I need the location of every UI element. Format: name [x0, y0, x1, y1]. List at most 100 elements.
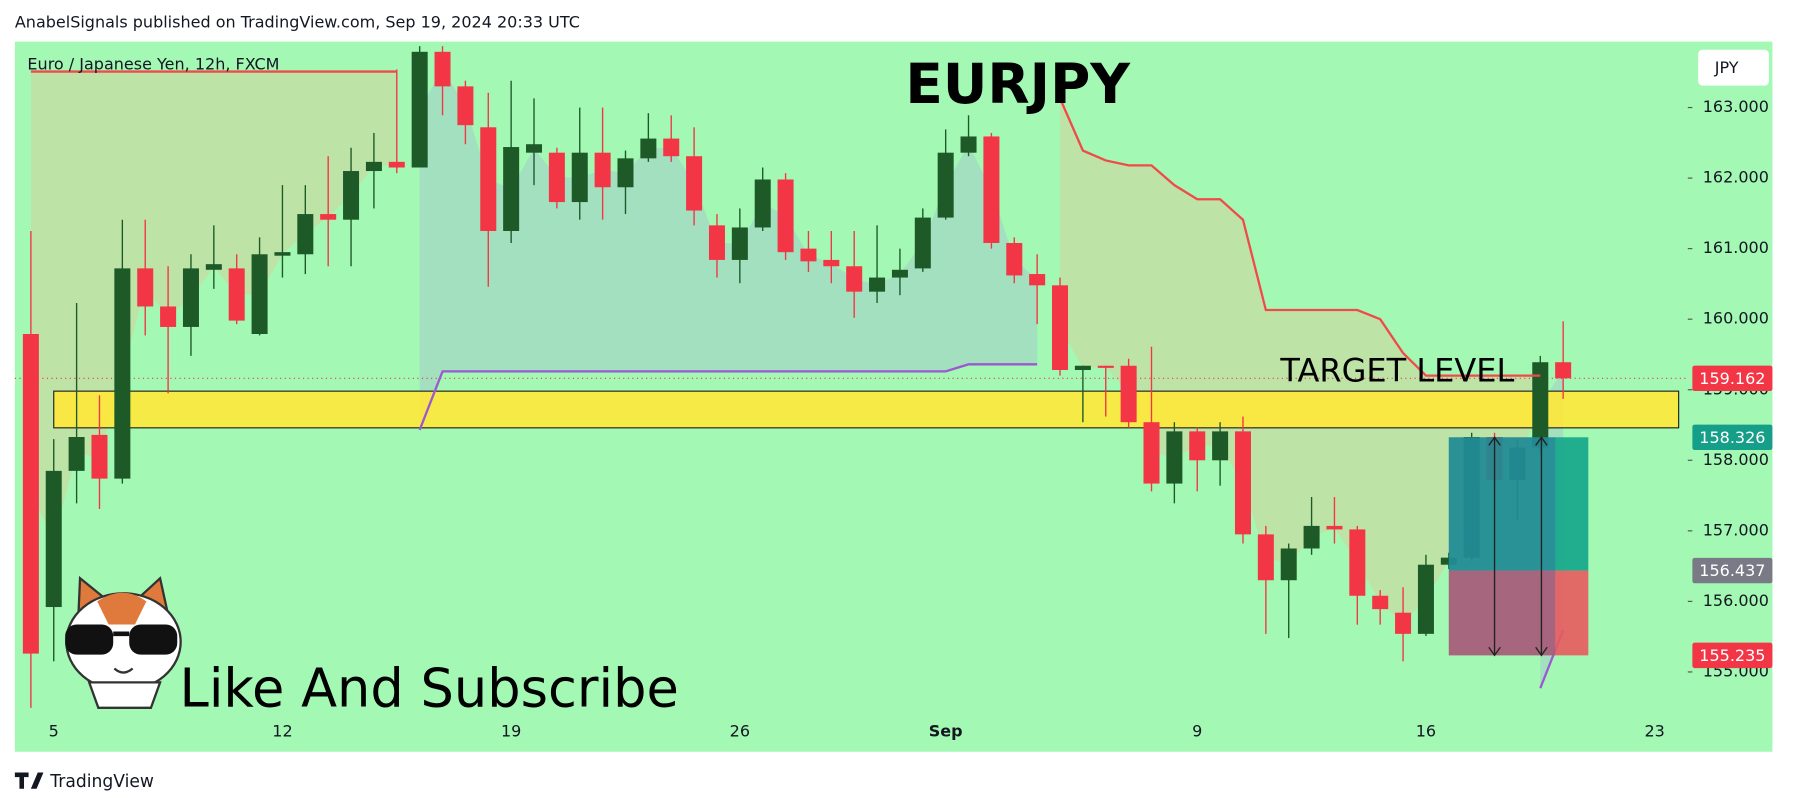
currency-box[interactable] — [1698, 49, 1769, 86]
candle-body — [1349, 529, 1366, 596]
candle-body — [388, 161, 405, 168]
candle-body — [777, 179, 794, 253]
candle-body — [1029, 274, 1046, 286]
y-tick-label: 156.000 — [1703, 591, 1769, 610]
y-tick-label: 162.000 — [1703, 168, 1769, 187]
candle-body — [22, 334, 39, 654]
target-price-label-box — [1692, 424, 1773, 451]
target-zone — [53, 390, 1680, 429]
candle-body — [686, 156, 703, 211]
candle-body — [91, 434, 108, 479]
candle-body — [1257, 534, 1274, 581]
x-tick-label: 16 — [1416, 722, 1436, 741]
candle-body — [45, 470, 62, 608]
header: AnabelSignals published on TradingView.c… — [15, 13, 580, 32]
candle-body — [731, 227, 748, 260]
cta-annotation: Like And Subscribe — [180, 658, 679, 719]
candle-body — [1074, 365, 1091, 370]
entry-price-label: 156.437 — [1699, 561, 1765, 580]
candle-body — [114, 268, 131, 479]
x-tick-label: Sep — [929, 722, 963, 741]
x-tick-label: 23 — [1644, 722, 1664, 741]
last-price-label-box — [1692, 365, 1773, 392]
candle-body — [205, 264, 222, 270]
candle-body — [1120, 365, 1137, 423]
candle-body — [274, 252, 291, 256]
arrow-head — [1488, 646, 1501, 657]
target-price-label: 158.326 — [1699, 428, 1765, 447]
candle-body — [754, 179, 771, 228]
y-tick-label: 160.000 — [1703, 309, 1769, 328]
candle-body — [869, 277, 886, 292]
candle-body — [983, 136, 1000, 243]
x-tick-label: 9 — [1192, 722, 1202, 741]
footer: TradingView — [49, 772, 154, 792]
candle-body — [823, 259, 840, 267]
y-tick-label: 161.000 — [1703, 238, 1769, 257]
candle-body — [503, 147, 520, 231]
position-projection — [1448, 437, 1556, 656]
candle-body — [708, 225, 725, 260]
candle-body — [960, 136, 977, 153]
y-tick-label: 157.000 — [1703, 520, 1769, 539]
x-tick-label: 12 — [272, 722, 292, 741]
candle-body — [640, 138, 657, 159]
arrow-head — [1535, 436, 1548, 446]
stop-price-label: 155.235 — [1699, 646, 1765, 665]
candle-body — [891, 269, 908, 278]
entry-price-label-box — [1692, 557, 1773, 584]
candle-body — [1532, 362, 1549, 448]
candle-body — [1189, 431, 1206, 461]
arrow-head — [1535, 646, 1548, 657]
candle-body — [1280, 548, 1297, 581]
candle-body — [480, 127, 497, 231]
candle-body — [137, 268, 154, 307]
x-tick-label: 19 — [501, 722, 521, 741]
y-tick-label: 158.000 — [1703, 450, 1769, 469]
candle-body — [68, 437, 85, 471]
stop-price-label-box — [1692, 642, 1773, 669]
candle-body — [434, 51, 451, 87]
candle-body — [1372, 595, 1389, 610]
candle-body — [1417, 564, 1434, 634]
candle-body — [1303, 525, 1320, 549]
cat-sticker — [65, 575, 182, 709]
candle-body — [1006, 242, 1023, 276]
candle-body — [182, 268, 199, 327]
indicator-fill — [1060, 98, 1541, 624]
candle-body — [1212, 431, 1229, 461]
candle-body — [548, 152, 565, 203]
indicator-line — [30, 70, 1541, 377]
candle-body — [251, 254, 268, 335]
candle-body — [160, 306, 177, 327]
target-annotation: TARGET LEVEL — [1279, 351, 1514, 389]
candle-body — [571, 152, 588, 203]
candle-body — [594, 152, 611, 188]
candle-body — [457, 86, 474, 126]
candle-body — [1097, 365, 1114, 368]
candle-body — [1166, 431, 1183, 484]
indicator-fill — [419, 69, 1038, 430]
candle-body — [617, 158, 634, 188]
position-target — [1448, 437, 1589, 571]
candle-body — [846, 266, 863, 292]
currency[interactable]: JPY — [1714, 58, 1739, 77]
y-tick-label: 163.000 — [1703, 97, 1769, 116]
candle-body — [343, 171, 360, 220]
x-tick-label: 5 — [49, 722, 59, 741]
candle-body — [297, 214, 314, 255]
arrow-head — [1488, 436, 1501, 446]
chart-title: EURJPY — [905, 53, 1131, 117]
position-stop — [1448, 570, 1589, 656]
candle-body — [1234, 431, 1251, 535]
candle-body — [526, 144, 543, 153]
candle-body — [937, 152, 954, 218]
candle-body — [800, 248, 817, 262]
symbol-label: Euro / Japanese Yen, 12h, FXCM — [27, 54, 279, 73]
candle-body — [1326, 525, 1343, 530]
candle-body — [663, 138, 680, 157]
candle-body — [914, 217, 931, 269]
candle-body — [228, 268, 245, 321]
